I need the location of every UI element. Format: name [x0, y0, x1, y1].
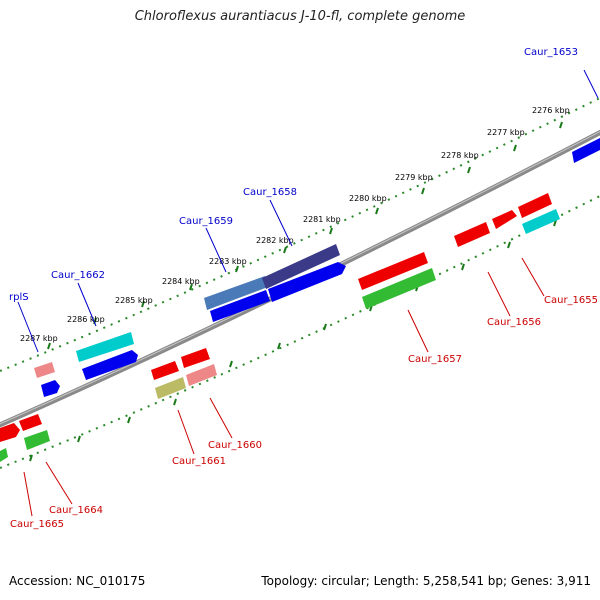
kbp-label: 2281 kbp	[303, 215, 341, 224]
gene-feature-caur-1662	[76, 332, 134, 362]
gene-label-caur-1653: Caur_1653	[524, 47, 578, 58]
kbp-label: 2284 kbp	[162, 277, 200, 286]
kbp-label: 2287 kbp	[20, 334, 58, 343]
gene-feature-red	[358, 252, 428, 290]
gene-feature-caur-1660	[186, 364, 217, 386]
kbp-label: 2280 kbp	[349, 194, 387, 203]
gene-label-rpls: rplS	[9, 292, 29, 303]
gene-feature-blue	[210, 290, 270, 322]
kbp-label: 2277 kbp	[487, 128, 525, 137]
plus-strand-features	[34, 138, 600, 397]
kbp-label: 2278 kbp	[441, 151, 479, 160]
gene-feature-blue	[41, 380, 60, 397]
gene-feature-red	[151, 361, 179, 380]
genome-summary: Topology: circular; Length: 5,258,541 bp…	[261, 574, 591, 588]
kbp-label: 2283 kbp	[209, 257, 247, 266]
gene-label-caur-1662: Caur_1662	[51, 270, 105, 281]
gene-feature-blue	[268, 262, 346, 302]
gene-label-caur-1657: Caur_1657	[408, 354, 462, 365]
kbp-label: 2286 kbp	[67, 315, 105, 324]
plus-gene-labels: Caur_1653 Caur_1658 Caur_1659 Caur_1662 …	[9, 47, 578, 303]
gene-label-caur-1656: Caur_1656	[487, 317, 541, 328]
inner-tick-ruler	[0, 195, 600, 469]
outer-tick-ruler	[0, 97, 600, 372]
gene-feature-red	[181, 348, 210, 368]
accession-label: Accession: NC_010175	[9, 574, 146, 588]
gene-feature-caur-1659	[204, 276, 268, 310]
gene-label-caur-1659: Caur_1659	[179, 216, 233, 227]
gene-feature-caur-1658	[262, 244, 340, 289]
gene-feature-red	[454, 222, 490, 247]
gene-feature-rpls	[34, 362, 55, 378]
gene-feature-red	[0, 423, 20, 442]
plus-label-leaders	[17, 69, 599, 353]
gene-feature-caur-1657	[362, 268, 436, 309]
gene-feature-caur-1661	[155, 377, 186, 399]
gene-feature-blue	[82, 350, 138, 380]
minus-strand-features	[0, 193, 560, 462]
gene-feature-caur-1653	[572, 138, 600, 163]
major-ticks-outer	[47, 121, 563, 350]
gene-feature-red	[518, 193, 552, 218]
gene-feature-caur-1656	[492, 210, 517, 229]
gene-label-caur-1655: Caur_1655	[544, 295, 598, 306]
minus-label-leaders	[23, 257, 545, 517]
kbp-scale-labels: 2276 kbp 2277 kbp 2278 kbp 2279 kbp 2280…	[20, 106, 570, 343]
kbp-label: 2285 kbp	[115, 296, 153, 305]
gene-label-caur-1664: Caur_1664	[49, 505, 103, 516]
gene-label-caur-1661: Caur_1661	[172, 456, 226, 467]
gene-label-caur-1665: Caur_1665	[10, 519, 64, 530]
gene-feature-red	[19, 414, 42, 431]
gene-label-caur-1660: Caur_1660	[208, 440, 262, 451]
gene-feature-caur-1655	[522, 209, 560, 234]
kbp-label: 2276 kbp	[532, 106, 570, 115]
genome-title: Chloroflexus aurantiacus J-10-fl, comple…	[134, 9, 466, 24]
gene-label-caur-1658: Caur_1658	[243, 187, 297, 198]
gene-feature-caur-1664	[24, 430, 50, 450]
gene-feature-caur-1665	[0, 448, 8, 462]
minus-gene-labels: Caur_1655 Caur_1656 Caur_1657 Caur_1660 …	[10, 295, 598, 530]
kbp-label: 2282 kbp	[256, 236, 294, 245]
kbp-label: 2279 kbp	[395, 173, 433, 182]
